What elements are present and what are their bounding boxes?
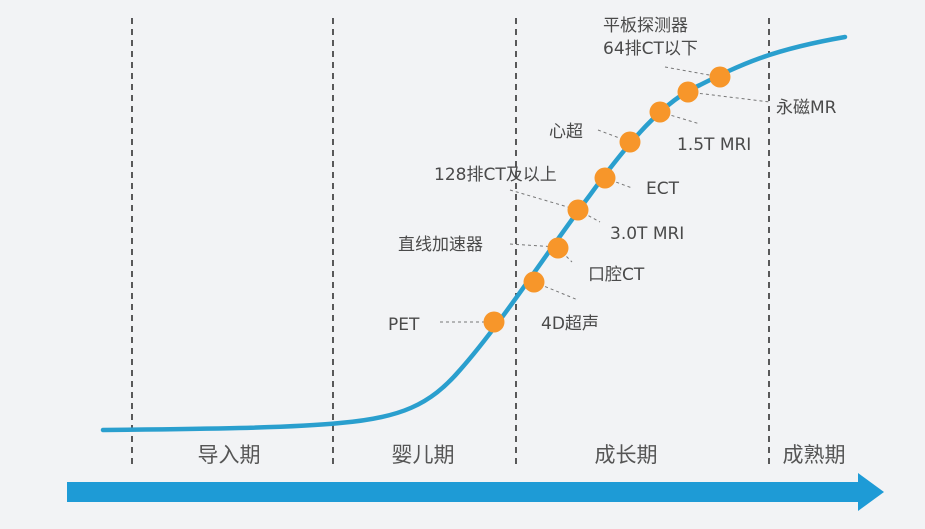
marker-flat-panel-64ct [709,66,731,88]
label-15t-mri: 1.5T MRI [677,135,751,155]
leader-linear-accelerator [509,243,558,248]
label-echocardiography: 心超 [549,122,583,142]
label-4d-ultrasound: 4D超声 [541,314,599,334]
marker-4d-ultrasound [523,271,545,293]
marker-echocardiography [619,131,641,153]
label-linear-accelerator: 直线加速器 [398,235,483,255]
leader-ect [604,177,633,189]
label-pet: PET [388,315,420,335]
phase-label-intro: 导入期 [198,443,261,467]
label-3t-mri: 3.0T MRI [610,224,684,244]
marker-ect [594,167,616,189]
label-128-ct: 128排CT及以上 [434,165,557,185]
time-arrow-head [858,473,884,511]
label-permanent-mr: 永磁MR [776,98,837,118]
phase-label-mature: 成熟期 [783,443,846,467]
markers [483,66,731,333]
marker-pet [483,311,505,333]
s-curve [100,34,848,433]
marker-permanent-mr [677,81,699,103]
label-flat-panel-line2: 64排CT以下 [603,39,698,59]
label-oral-ct: 口腔CT [588,265,645,285]
time-arrow [67,473,884,511]
phase-label-infant: 婴儿期 [392,443,455,467]
leader-permanent-mr [687,91,771,103]
marker-15t-mri [649,101,671,123]
label-ect: ECT [646,179,680,199]
phase-label-growth: 成长期 [595,443,658,467]
marker-oral-ct [547,237,569,259]
label-flat-panel-line1: 平板探测器 [603,16,688,36]
leader-128-ct [509,189,579,211]
time-arrow-shaft [67,482,861,502]
marker-3t-mri [567,199,589,221]
leader-3t-mri [577,209,601,223]
